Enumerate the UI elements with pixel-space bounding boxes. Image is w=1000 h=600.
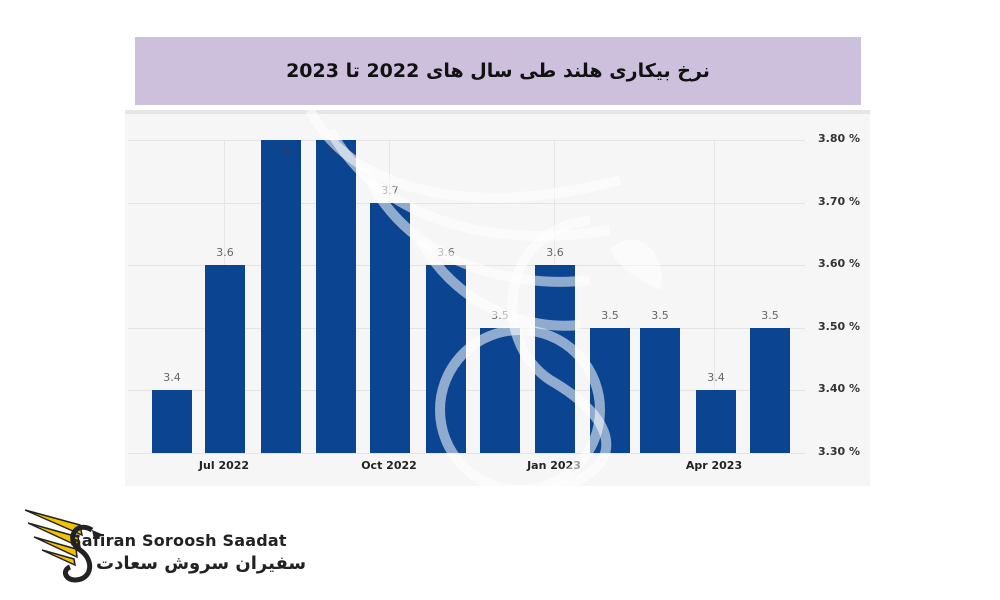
x-axis-tick-label: Jan 2023 [527,459,581,472]
bar[interactable] [535,265,575,453]
x-axis-tick-label: Apr 2023 [685,459,743,472]
bar-value-label: 3.8 [327,144,345,157]
x-axis-tick-label: Jul 2022 [198,459,250,472]
bar-value-label: 3.4 [163,371,181,384]
bar-value-label: 3.6 [437,246,455,259]
y-axis-tick-label: 3.60 % [818,257,860,270]
y-gridline [128,203,805,204]
bar[interactable] [696,390,736,453]
bar-value-label: 3.5 [491,309,509,322]
brand-name-persian: سفیران سروش سعادت [96,553,307,574]
bar[interactable] [261,140,301,453]
bar[interactable] [316,140,356,453]
y-gridline [128,140,805,141]
y-axis-tick-label: 3.50 % [818,320,860,333]
y-axis-tick-label: 3.40 % [818,382,860,395]
bar-value-label: 3.5 [761,309,779,322]
y-gridline [128,453,805,454]
bar[interactable] [370,203,410,453]
bar[interactable] [640,328,680,453]
bar[interactable] [205,265,245,453]
bar[interactable] [152,390,192,453]
bar-value-label: 3.4 [707,371,725,384]
bar[interactable] [750,328,790,453]
bar-value-label: 3.6 [546,246,564,259]
x-gridline [714,140,715,453]
y-axis-tick-label: 3.70 % [818,195,860,208]
x-axis-tick-label: Oct 2022 [361,459,417,472]
bar[interactable] [480,328,520,453]
bar-value-label: 3.5 [651,309,669,322]
bar[interactable] [426,265,466,453]
y-axis-tick-label: 3.80 % [818,132,860,145]
chart-title-banner: نرخ بیکاری هلند طی سال های 2022 تا 2023 [135,37,861,105]
bar-value-label: 3.8 [272,144,290,157]
brand-logo-icon [24,509,104,583]
brand-name-english: Safiran Soroosh Saadat [70,531,287,550]
bar-value-label: 3.6 [216,246,234,259]
bar[interactable] [590,328,630,453]
chart-title: نرخ بیکاری هلند طی سال های 2022 تا 2023 [286,60,710,82]
bar-value-label: 3.7 [381,184,399,197]
y-axis-tick-label: 3.30 % [818,445,860,458]
